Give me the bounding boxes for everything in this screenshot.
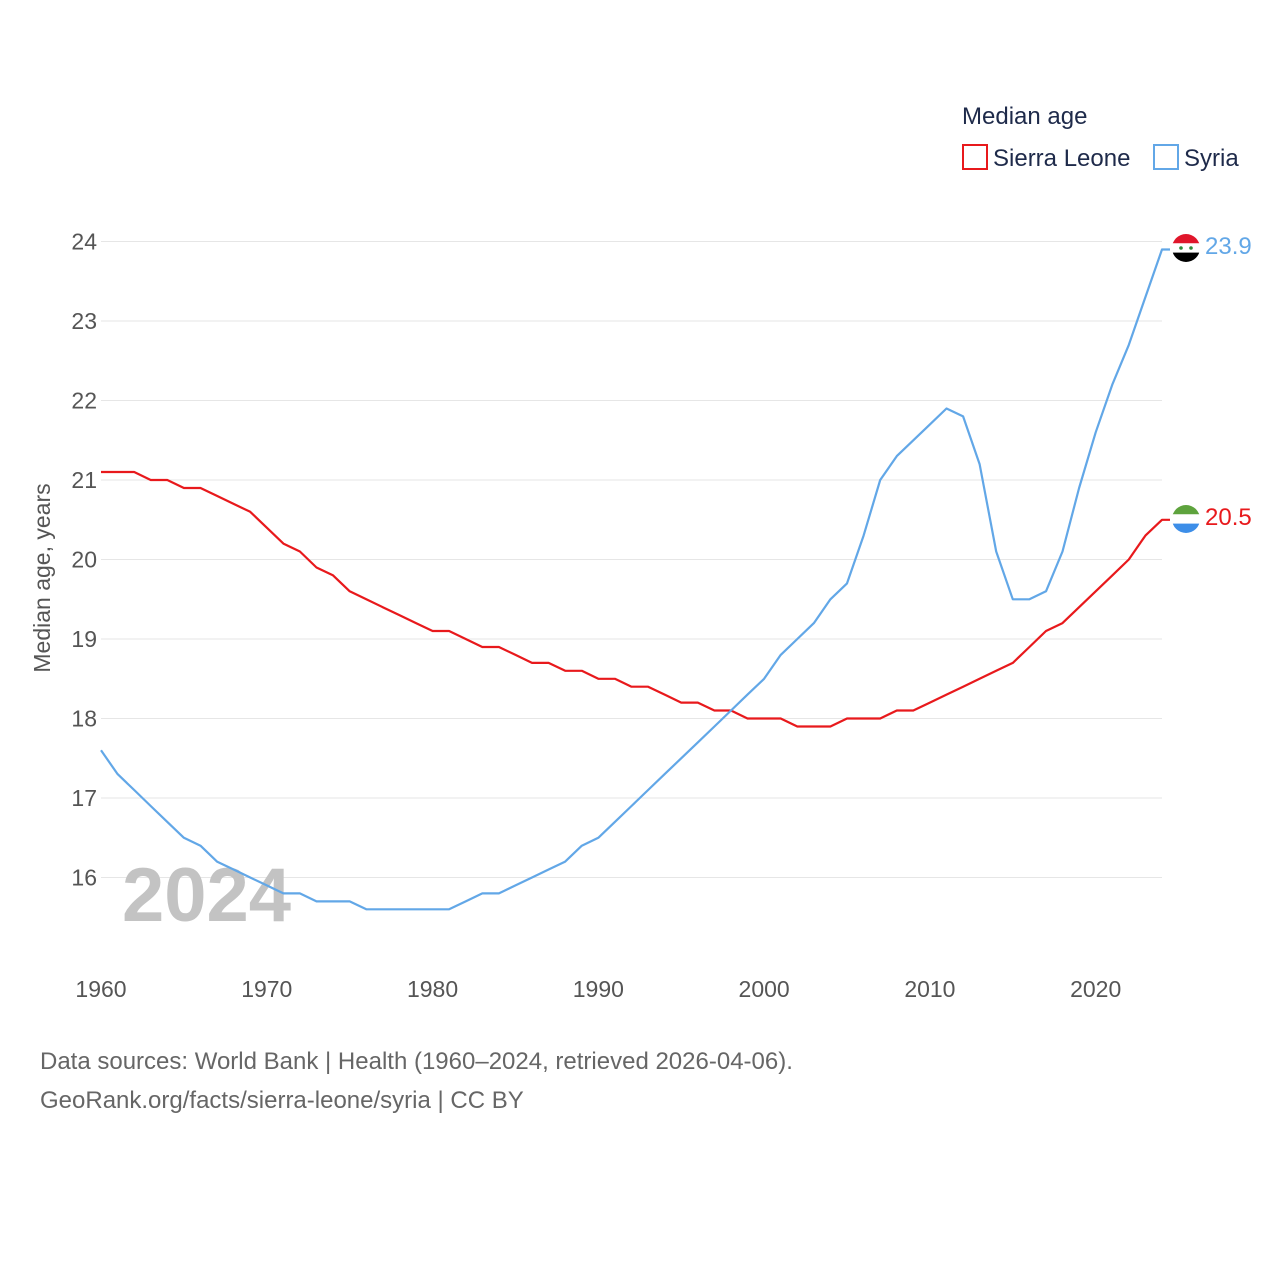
y-axis-ticks: 16 17 18 19 20 21 22 23 24: [71, 229, 97, 891]
series-lines: [100, 248, 1170, 911]
series-line-sierra-leone[interactable]: [101, 470, 1170, 728]
y-tick-20: 20: [71, 547, 97, 573]
legend-swatch-sierra-leone[interactable]: [962, 144, 988, 170]
x-tick-2020: 2020: [1070, 976, 1121, 1002]
legend: Median age Sierra Leone Syria: [962, 103, 1239, 172]
x-tick-2010: 2010: [904, 976, 955, 1002]
y-tick-22: 22: [71, 388, 97, 414]
legend-label-sierra-leone[interactable]: Sierra Leone: [993, 145, 1130, 172]
legend-label-syria[interactable]: Syria: [1184, 145, 1239, 172]
y-tick-16: 16: [71, 865, 97, 891]
legend-swatch-syria[interactable]: [1153, 144, 1179, 170]
y-tick-23: 23: [71, 308, 97, 334]
x-tick-1990: 1990: [573, 976, 624, 1002]
y-tick-21: 21: [71, 467, 97, 493]
syria-end-value: 23.9: [1205, 233, 1252, 260]
source-line-2: GeoRank.org/facts/sierra-leone/syria | C…: [40, 1087, 524, 1114]
x-tick-2000: 2000: [739, 976, 790, 1002]
series-line-syria[interactable]: [100, 248, 1170, 911]
y-tick-19: 19: [71, 626, 97, 652]
sierra-leone-end-value: 20.5: [1205, 504, 1252, 531]
gridlines: [101, 241, 1162, 878]
sierra-leone-flag-icon: [1172, 505, 1200, 533]
x-tick-1960: 1960: [75, 976, 126, 1002]
y-tick-24: 24: [71, 229, 97, 255]
x-axis-ticks: 1960 1970 1980 1990 2000 2010 2020: [75, 976, 1121, 1002]
syria-flag-icon: [1172, 234, 1200, 262]
source-line-1: Data sources: World Bank | Health (1960–…: [40, 1048, 793, 1075]
y-tick-18: 18: [71, 706, 97, 732]
x-tick-1980: 1980: [407, 976, 458, 1002]
year-watermark: 2024: [122, 853, 291, 938]
x-tick-1970: 1970: [241, 976, 292, 1002]
legend-title: Median age: [962, 103, 1087, 130]
y-axis-label: Median age, years: [29, 483, 55, 672]
y-tick-17: 17: [71, 785, 97, 811]
source-note: Data sources: World Bank | Health (1960–…: [40, 1042, 793, 1120]
